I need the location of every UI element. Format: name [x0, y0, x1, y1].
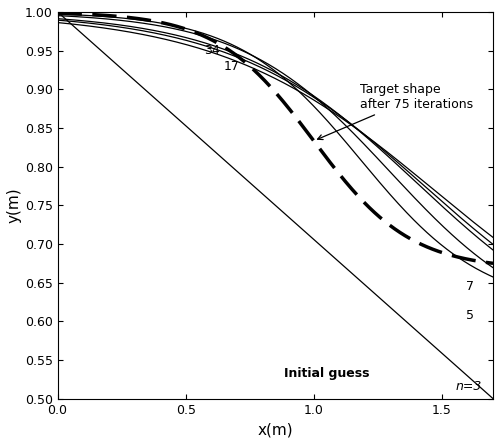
Text: 34: 34	[204, 44, 220, 57]
X-axis label: x(m): x(m)	[258, 422, 293, 437]
Text: n=3: n=3	[456, 380, 482, 393]
Text: 17: 17	[224, 59, 240, 72]
Text: Initial guess: Initial guess	[284, 367, 370, 381]
Y-axis label: y(m): y(m)	[7, 187, 22, 223]
Text: 5: 5	[466, 309, 474, 321]
Text: Target shape
after 75 iterations: Target shape after 75 iterations	[318, 83, 473, 139]
Text: 7: 7	[466, 280, 474, 293]
